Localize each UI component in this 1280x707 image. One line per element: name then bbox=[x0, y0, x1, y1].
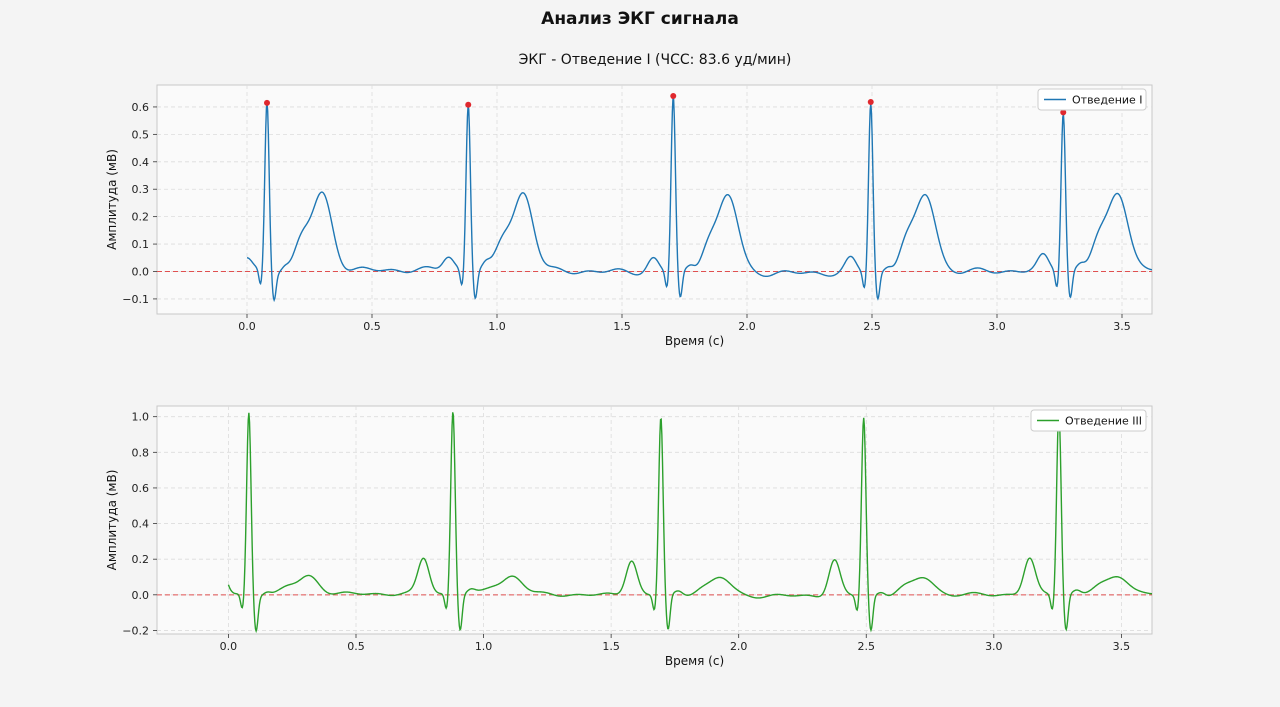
y-tick-label: 0.3 bbox=[132, 183, 150, 196]
legend-label: Отведение I bbox=[1072, 94, 1143, 107]
y-tick-label: −0.1 bbox=[122, 293, 149, 306]
x-tick-label: 2.5 bbox=[863, 320, 881, 333]
y-tick-label: 0.6 bbox=[132, 101, 150, 114]
y-tick-label: 1.0 bbox=[132, 411, 150, 424]
y-axis-label: Амплитуда (мВ) bbox=[105, 149, 119, 250]
x-tick-label: 1.0 bbox=[488, 320, 506, 333]
x-tick-label: 3.5 bbox=[1113, 320, 1131, 333]
r-peak-marker bbox=[670, 92, 677, 99]
x-tick-label: 0.5 bbox=[363, 320, 381, 333]
r-peak-marker bbox=[1060, 109, 1067, 116]
r-peak-marker bbox=[264, 99, 270, 106]
y-tick-label: 0.5 bbox=[132, 128, 150, 141]
legend-box bbox=[1037, 88, 1147, 111]
x-tick-label: 3.0 bbox=[985, 640, 1003, 653]
chart-title-lead1: ЭКГ - Отведение I (ЧСС: 83.6 уд/мин) bbox=[518, 52, 792, 68]
chart-panel-lead1: 0.0 0.5 1.0 1.5 2.0 2.5 3.0 3.5 −0.1 0.0 0.1 0.2 0.3… bbox=[105, 84, 1153, 348]
x-tick-label: 3.5 bbox=[1113, 640, 1131, 653]
plot-area bbox=[156, 84, 1153, 315]
y-tick-label: 0.8 bbox=[132, 446, 150, 459]
legend: Отведение III bbox=[1030, 409, 1147, 432]
legend: Отведение I bbox=[1037, 88, 1147, 111]
x-tick-label: 1.0 bbox=[475, 640, 493, 653]
x-tick-label: 1.5 bbox=[613, 320, 631, 333]
x-tick-label: 0.0 bbox=[238, 320, 256, 333]
chart-panel-lead3: 0.0 0.5 1.0 1.5 2.0 2.5 3.0 3.5 −0.2 0.0 0.2 0.4 0.6… bbox=[105, 405, 1153, 668]
series-line-lead1 bbox=[246, 97, 1152, 303]
plot-area bbox=[156, 405, 1153, 635]
x-axis-label: Время (с) bbox=[665, 654, 724, 668]
x-tick-label: 3.0 bbox=[988, 320, 1006, 333]
y-tick-label: 0.6 bbox=[132, 482, 150, 495]
r-peak-marker bbox=[465, 101, 472, 108]
x-tick-label: 0.5 bbox=[347, 640, 365, 653]
figure-title: Анализ ЭКГ сигнала bbox=[541, 9, 739, 29]
x-tick-label: 2.5 bbox=[858, 640, 876, 653]
legend-label: Отведение III bbox=[1065, 415, 1142, 428]
y-tick-label: 0.4 bbox=[132, 156, 150, 169]
y-tick-label: 0.2 bbox=[132, 211, 150, 224]
y-tick-label: 0.0 bbox=[132, 589, 150, 602]
x-axis-label: Время (с) bbox=[665, 334, 724, 348]
y-tick-label: 0.0 bbox=[132, 265, 150, 278]
y-axis-label: Амплитуда (мВ) bbox=[105, 470, 119, 571]
series-line-lead3 bbox=[227, 410, 1152, 634]
x-tick-label: 2.0 bbox=[730, 640, 748, 653]
y-tick-label: 0.2 bbox=[132, 553, 150, 566]
y-tick-label: −0.2 bbox=[122, 624, 149, 637]
x-tick-label: 2.0 bbox=[738, 320, 756, 333]
r-peak-marker bbox=[867, 99, 874, 106]
x-tick-label: 1.5 bbox=[602, 640, 620, 653]
y-tick-label: 0.1 bbox=[132, 238, 150, 251]
legend-box bbox=[1030, 409, 1147, 432]
y-tick-label: 0.4 bbox=[132, 518, 150, 531]
x-tick-label: 0.0 bbox=[220, 640, 238, 653]
